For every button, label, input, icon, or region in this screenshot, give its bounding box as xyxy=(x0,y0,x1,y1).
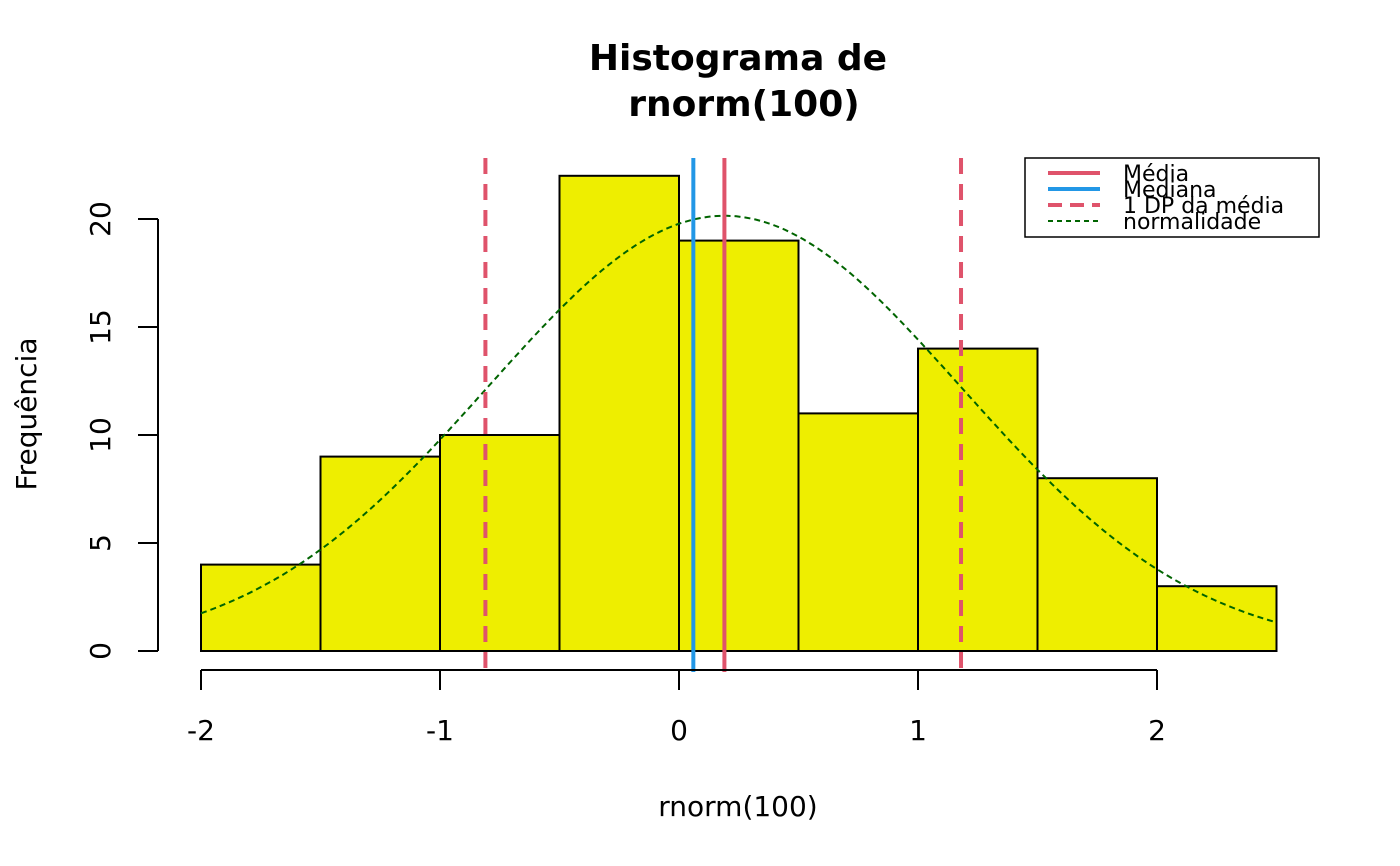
x-tick-label: 1 xyxy=(909,714,927,747)
legend-label: Média xyxy=(1123,162,1189,187)
x-tick-label: 0 xyxy=(670,714,688,747)
y-tick-label: 10 xyxy=(84,417,117,453)
normal-curve xyxy=(200,214,1277,624)
x-tick-label: 2 xyxy=(1148,714,1166,747)
reference-lines xyxy=(483,158,964,672)
histogram-bar xyxy=(1036,477,1158,653)
histogram-bar xyxy=(1156,585,1278,653)
x-axis: -2 -1 0 1 2 xyxy=(187,669,1166,747)
y-axis: 0 5 10 15 20 xyxy=(84,201,159,660)
x-axis-label: rnorm(100) xyxy=(658,790,817,823)
histogram-bar xyxy=(917,347,1039,652)
histogram-bar xyxy=(439,434,561,652)
legend-label: Mediana xyxy=(1123,178,1217,203)
histogram-bar xyxy=(319,455,441,652)
histogram-bar xyxy=(797,412,919,652)
chart-title-line2: rnorm(100) xyxy=(628,84,859,125)
x-tick-label: -2 xyxy=(187,714,215,747)
y-tick-label: 15 xyxy=(84,309,117,345)
histogram-bar xyxy=(558,174,680,653)
y-tick-label: 0 xyxy=(84,642,117,660)
y-axis-label: Frequência xyxy=(10,337,43,490)
histogram-bars xyxy=(200,174,1278,653)
legend-label: normalidade xyxy=(1123,210,1261,235)
histogram-bar xyxy=(200,563,322,652)
y-tick-label: 20 xyxy=(84,201,117,237)
legend-label: 1 DP da média xyxy=(1123,194,1284,219)
x-tick-label: -1 xyxy=(426,714,454,747)
histogram-bar xyxy=(678,239,800,652)
normal-curve-group xyxy=(200,214,1277,624)
y-tick-label: 5 xyxy=(84,534,117,552)
chart-title-line1: Histograma de xyxy=(589,38,887,79)
